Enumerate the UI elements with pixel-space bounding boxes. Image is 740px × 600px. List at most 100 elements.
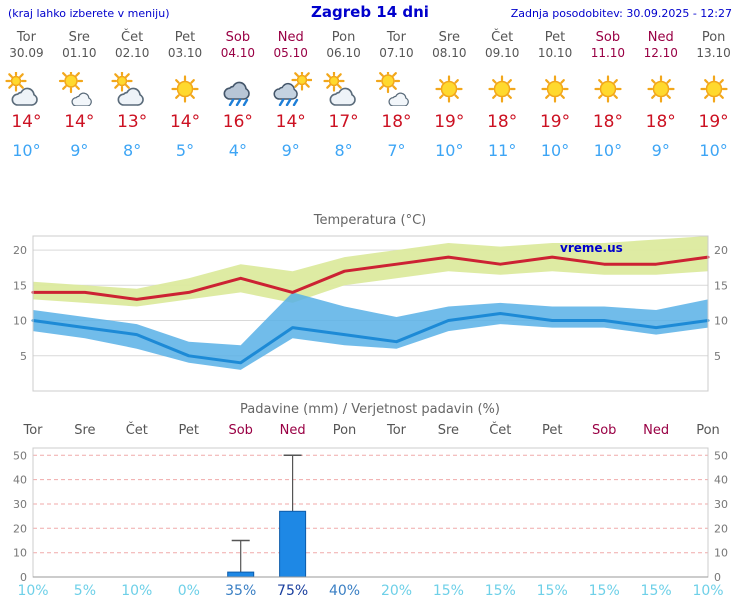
svg-text:5: 5 [714, 350, 721, 363]
svg-text:10: 10 [714, 315, 728, 328]
temperature-bands [33, 236, 708, 370]
svg-text:Tor: Tor [22, 423, 43, 438]
svg-text:40: 40 [714, 474, 728, 487]
min-temp: 8° [123, 141, 142, 160]
max-temp: 14° [275, 112, 306, 132]
day-column-12.10: Ned 12.10 18° 9° [634, 30, 687, 160]
svg-text:Ned: Ned [643, 423, 669, 438]
svg-text:15%: 15% [589, 583, 620, 599]
svg-text:20: 20 [714, 522, 728, 535]
min-temp: 4° [228, 141, 247, 160]
min-temp: 10° [593, 141, 623, 160]
precipitation-chart-title: Padavine (mm) / Verjetnost padavin (%) [240, 402, 500, 417]
precip-y-axis-labels: 0 0 10 10 20 20 30 30 40 40 50 50 [13, 449, 728, 584]
svg-text:30: 30 [714, 498, 728, 511]
day-name: Pon [331, 30, 356, 45]
day-date: 04.10 [220, 46, 256, 60]
day-date: 07.10 [379, 46, 414, 60]
svg-text:50: 50 [13, 449, 27, 462]
max-temp: 19° [539, 112, 571, 132]
day-date: 02.10 [114, 46, 150, 60]
min-temp: 9° [70, 141, 89, 160]
day-column-07.10: Tor 07.10 18° 7° [370, 30, 423, 160]
temperature-plot-border [32, 235, 709, 392]
day-name: Pon [701, 30, 726, 45]
day-name: Pet [174, 30, 196, 45]
min-range-band [33, 292, 708, 370]
svg-text:Sre: Sre [438, 423, 459, 438]
temperature-chart-title: Temperatura (°C) [313, 213, 427, 228]
temperature-y-axis-labels: 5 5 10 10 15 15 20 20 [13, 244, 728, 363]
day-date: 11.10 [590, 46, 626, 60]
day-date: 10.10 [537, 46, 573, 60]
precip-plot-border [32, 447, 709, 578]
precip-probability-labels: 10% 5% 10% 0% 35% 75% 40% 20% 15% 15% 15% 15% 15% 10% [17, 583, 723, 599]
menu-hint: (kraj lahko izberete v meniju) [8, 7, 170, 20]
precip-bar [227, 571, 255, 578]
day-name: Sre [438, 30, 460, 45]
min-temp: 11° [487, 141, 517, 160]
day-column-10.10: Pet 10.10 19° 10° [529, 30, 582, 160]
min-temperature-line [31, 312, 710, 365]
svg-text:10: 10 [13, 315, 27, 328]
min-temp: 8° [334, 141, 353, 160]
svg-text:Pet: Pet [179, 423, 199, 438]
svg-text:10: 10 [13, 547, 27, 560]
sunny-icon [634, 72, 687, 108]
svg-text:40%: 40% [329, 583, 360, 599]
svg-text:5%: 5% [74, 583, 96, 599]
svg-text:Pon: Pon [333, 423, 357, 438]
min-temp: 10° [540, 141, 570, 160]
mostly-cloudy-icon [317, 70, 370, 108]
day-date: 03.10 [167, 46, 203, 60]
day-column-11.10: Sob 11.10 18° 10° [581, 30, 634, 160]
watermark-link[interactable]: vreme.us [560, 241, 623, 255]
day-column-06.10: Pon 06.10 17° 8° [317, 30, 370, 160]
svg-text:15%: 15% [537, 583, 568, 599]
sunny-icon [687, 72, 740, 108]
day-name: Sre [68, 30, 90, 45]
mostly-cloudy-icon [106, 70, 159, 108]
svg-text:5: 5 [20, 350, 27, 363]
day-name: Čet [121, 30, 144, 45]
max-temp: 14° [64, 112, 95, 132]
svg-text:10%: 10% [692, 583, 723, 599]
sunny-icon [423, 72, 476, 108]
day-column-13.10: Pon 13.10 19° 10° [687, 30, 740, 160]
svg-text:Sre: Sre [74, 423, 95, 438]
min-temp: 5° [175, 141, 195, 160]
sunny-icon [476, 72, 529, 108]
sunny-icon [529, 72, 582, 108]
max-temp: 18° [381, 112, 412, 132]
max-temp: 19° [434, 112, 465, 132]
day-column-09.10: Čet 09.10 18° 11° [476, 30, 529, 160]
day-name: Tor [16, 30, 36, 45]
day-date: 01.10 [62, 46, 97, 60]
day-column-03.10: Pet 03.10 14° 5° [159, 30, 212, 160]
svg-text:10%: 10% [121, 583, 152, 599]
min-temp: 10° [435, 141, 464, 160]
sunny-icon [159, 72, 212, 108]
day-column-05.10: Ned 05.10 14° 9° [264, 30, 317, 160]
svg-text:Sob: Sob [592, 423, 616, 438]
day-date: 08.10 [432, 46, 467, 60]
svg-text:75%: 75% [277, 583, 308, 599]
day-column-02.10: Čet 02.10 13° 8° [106, 30, 159, 160]
forecast-strip: Tor 30.09 14° 10° Sre 01.10 14° 9° Čet 02.10 13° 8°… [0, 30, 740, 160]
precip-bars [227, 454, 307, 578]
day-date: 12.10 [643, 46, 678, 60]
svg-text:35%: 35% [225, 583, 256, 599]
svg-text:Pet: Pet [542, 423, 562, 438]
day-name: Pet [544, 30, 566, 45]
svg-text:15: 15 [13, 279, 27, 292]
mostly-cloudy-icon [0, 70, 53, 108]
svg-text:10%: 10% [17, 583, 48, 599]
max-temp: 13° [117, 112, 148, 132]
max-temp: 18° [645, 112, 676, 132]
precip-gridlines [32, 448, 709, 577]
svg-text:20: 20 [13, 522, 27, 535]
sunny-icon [581, 72, 634, 108]
partly-cloudy-icon [53, 68, 106, 108]
min-temp: 9° [281, 141, 300, 160]
day-column-01.10: Sre 01.10 14° 9° [53, 30, 106, 160]
